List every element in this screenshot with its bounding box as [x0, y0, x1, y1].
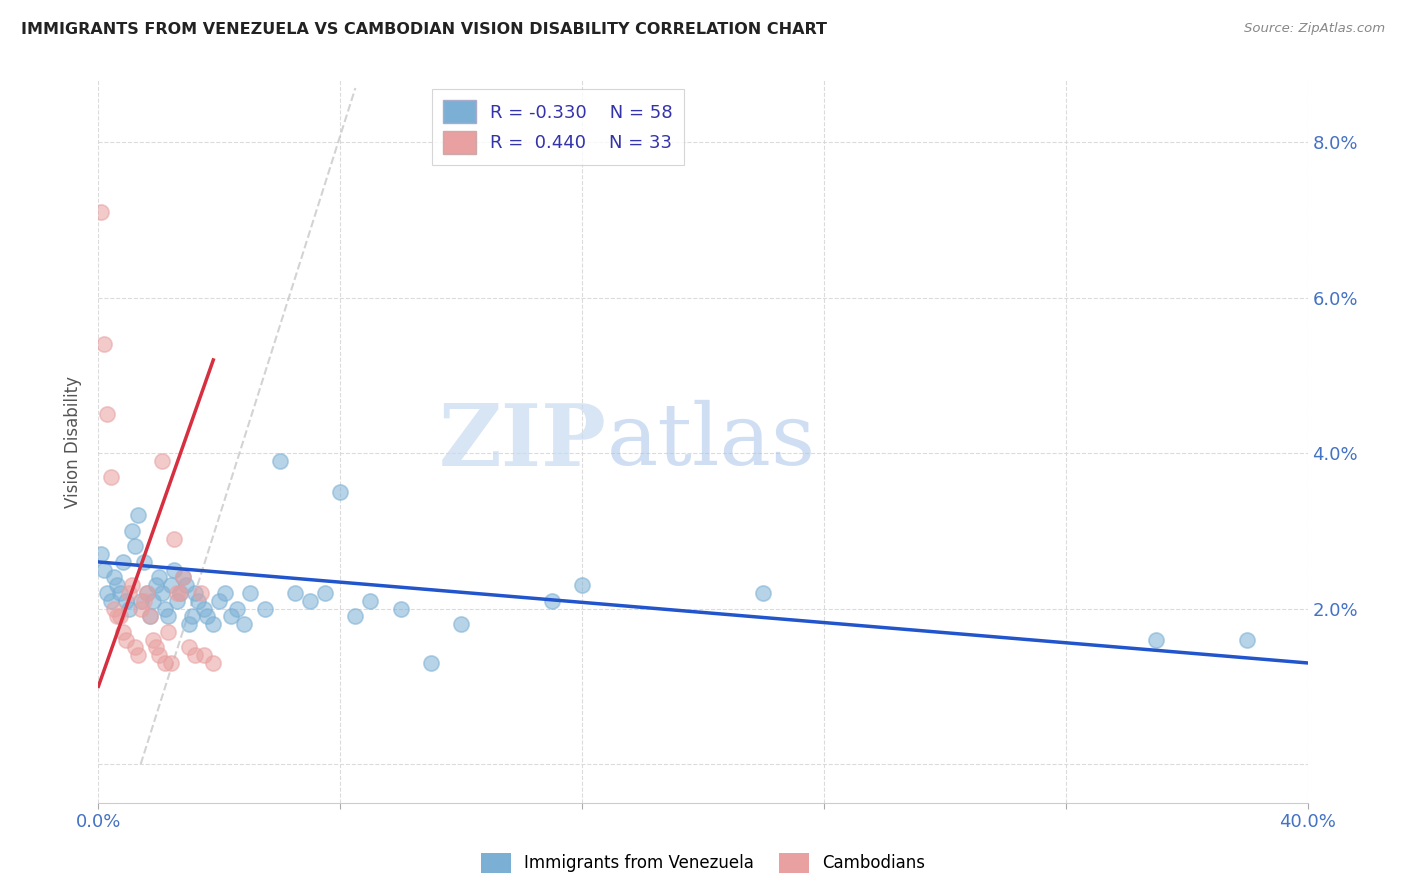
- Point: [90, 205, 112, 219]
- Point: [214, 586, 236, 600]
- Y-axis label: Vision Disability: Vision Disability: [65, 376, 83, 508]
- Point: [100, 469, 122, 483]
- Legend: R = -0.330    N = 58, R =  0.440    N = 33: R = -0.330 N = 58, R = 0.440 N = 33: [432, 89, 683, 165]
- Point: [193, 601, 215, 615]
- Point: [184, 648, 207, 663]
- Point: [239, 586, 262, 600]
- Point: [195, 609, 218, 624]
- Point: [135, 586, 157, 600]
- Point: [93, 563, 115, 577]
- Point: [166, 594, 188, 608]
- Point: [284, 586, 307, 600]
- Point: [105, 609, 128, 624]
- Point: [314, 586, 336, 600]
- Text: IMMIGRANTS FROM VENEZUELA VS CAMBODIAN VISION DISABILITY CORRELATION CHART: IMMIGRANTS FROM VENEZUELA VS CAMBODIAN V…: [21, 22, 827, 37]
- Point: [389, 601, 412, 615]
- Point: [202, 617, 225, 632]
- Point: [181, 609, 204, 624]
- Point: [127, 508, 149, 523]
- Point: [129, 601, 152, 615]
- Point: [121, 524, 143, 538]
- Point: [360, 594, 382, 608]
- Point: [93, 337, 115, 351]
- Point: [226, 601, 249, 615]
- Point: [100, 594, 122, 608]
- Point: [153, 601, 176, 615]
- Point: [420, 656, 443, 670]
- Point: [329, 485, 352, 500]
- Point: [139, 609, 162, 624]
- Point: [174, 578, 197, 592]
- Point: [163, 532, 186, 546]
- Point: [299, 594, 322, 608]
- Legend: Immigrants from Venezuela, Cambodians: Immigrants from Venezuela, Cambodians: [474, 847, 932, 880]
- Point: [232, 617, 254, 632]
- Point: [160, 656, 183, 670]
- Point: [142, 632, 165, 647]
- Point: [96, 586, 118, 600]
- Point: [172, 570, 194, 584]
- Point: [1236, 632, 1258, 647]
- Point: [540, 594, 562, 608]
- Point: [142, 594, 165, 608]
- Point: [145, 578, 167, 592]
- Point: [150, 454, 173, 468]
- Point: [118, 586, 141, 600]
- Point: [121, 578, 143, 592]
- Point: [103, 570, 125, 584]
- Point: [139, 609, 162, 624]
- Point: [202, 656, 225, 670]
- Point: [450, 617, 472, 632]
- Point: [169, 586, 191, 600]
- Point: [148, 570, 170, 584]
- Point: [166, 586, 188, 600]
- Point: [148, 648, 170, 663]
- Point: [105, 578, 128, 592]
- Point: [150, 586, 173, 600]
- Point: [118, 601, 141, 615]
- Point: [156, 609, 179, 624]
- Point: [190, 586, 212, 600]
- Point: [114, 632, 136, 647]
- Point: [132, 555, 155, 569]
- Point: [129, 594, 152, 608]
- Point: [132, 594, 155, 608]
- Text: atlas: atlas: [606, 400, 815, 483]
- Point: [752, 586, 775, 600]
- Point: [124, 640, 146, 655]
- Point: [90, 547, 112, 561]
- Point: [221, 609, 243, 624]
- Point: [193, 648, 215, 663]
- Point: [179, 617, 201, 632]
- Point: [103, 601, 125, 615]
- Point: [571, 578, 593, 592]
- Point: [1144, 632, 1167, 647]
- Point: [153, 656, 176, 670]
- Point: [184, 586, 207, 600]
- Point: [169, 586, 191, 600]
- Point: [145, 640, 167, 655]
- Point: [111, 624, 134, 639]
- Point: [127, 648, 149, 663]
- Point: [156, 624, 179, 639]
- Point: [135, 586, 157, 600]
- Point: [108, 609, 131, 624]
- Point: [160, 578, 183, 592]
- Point: [269, 454, 291, 468]
- Text: ZIP: ZIP: [439, 400, 606, 483]
- Point: [208, 594, 231, 608]
- Point: [124, 540, 146, 554]
- Point: [187, 594, 209, 608]
- Point: [111, 555, 134, 569]
- Point: [96, 408, 118, 422]
- Point: [114, 594, 136, 608]
- Point: [253, 601, 276, 615]
- Point: [163, 563, 186, 577]
- Point: [108, 586, 131, 600]
- Point: [344, 609, 367, 624]
- Text: Source: ZipAtlas.com: Source: ZipAtlas.com: [1244, 22, 1385, 36]
- Point: [179, 640, 201, 655]
- Point: [172, 570, 194, 584]
